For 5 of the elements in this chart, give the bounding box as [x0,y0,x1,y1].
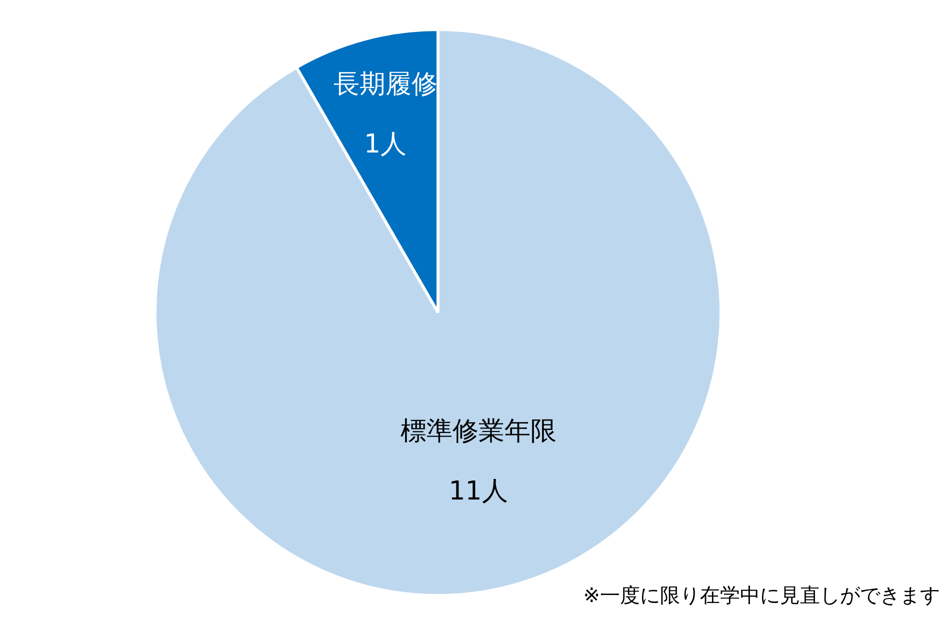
text: ※一度に限り在学中に見直しができます [583,582,940,609]
data-label: 1人 [364,129,407,160]
data-label: 11人 [448,476,508,507]
slice-label: 標準修業年限 [400,416,556,447]
slice-label: 長期履修 [333,69,438,100]
